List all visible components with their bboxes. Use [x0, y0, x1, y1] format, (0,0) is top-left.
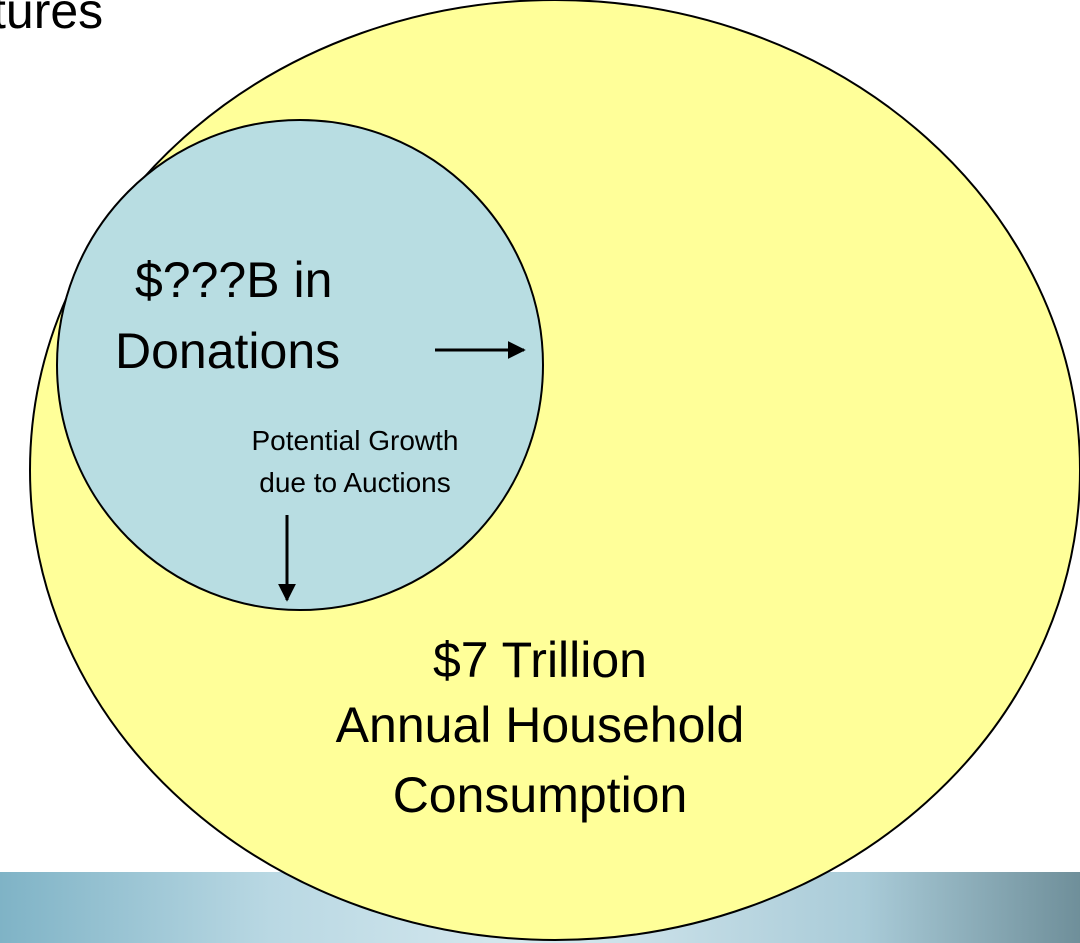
- annotation: Potential Growth: [252, 425, 459, 456]
- annotation: due to Auctions: [259, 467, 450, 498]
- outer-label: $7 Trillion: [433, 632, 647, 688]
- inner-label: $???B in: [135, 252, 332, 308]
- outer-label: Annual Household: [336, 697, 745, 753]
- outer-label: Consumption: [393, 767, 688, 823]
- title-fragment: tures: [0, 0, 103, 39]
- inner-label: Donations: [115, 323, 340, 379]
- slide: tures $???B in Donations Potential Growt…: [0, 0, 1080, 943]
